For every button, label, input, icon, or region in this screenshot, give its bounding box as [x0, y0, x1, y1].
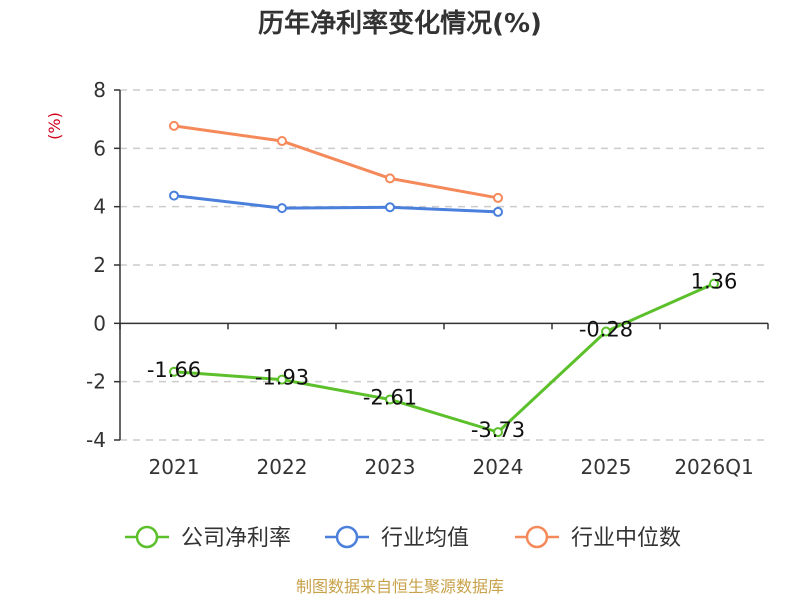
data-point[interactable]	[169, 366, 179, 377]
legend-marker	[135, 525, 159, 549]
chart-title: 历年净利率变化情况(%)	[258, 8, 542, 39]
data-point[interactable]	[493, 192, 503, 203]
data-label: 1.36	[691, 270, 738, 294]
x-tick-label: 2022	[257, 455, 308, 479]
y-tick-label: 8	[93, 78, 106, 102]
data-label: -1.93	[255, 366, 309, 390]
x-tick-label: 2025	[581, 455, 632, 479]
legend-label: 行业中位数	[571, 526, 681, 551]
x-tick-label: 2023	[365, 455, 416, 479]
legend[interactable]: 公司净利率 行业均值 行业中位数	[125, 525, 681, 551]
series-lines	[169, 120, 719, 438]
y-tick-label: 6	[93, 136, 106, 160]
data-point[interactable]	[277, 203, 287, 214]
series-line-2	[173, 124, 499, 200]
data-point[interactable]	[493, 206, 503, 217]
data-point[interactable]	[277, 374, 287, 385]
y-tick-label: 4	[93, 195, 106, 219]
data-label: -2.61	[363, 385, 417, 409]
data-point[interactable]	[169, 190, 179, 201]
y-tick-label: 2	[93, 253, 106, 277]
legend-item-1[interactable]: 行业均值	[325, 525, 469, 551]
data-point[interactable]	[709, 278, 719, 289]
data-point[interactable]	[277, 136, 287, 147]
legend-item-0[interactable]: 公司净利率	[125, 525, 291, 551]
axes: 8 6 4 2 0 -2 -4 2021 2022 2023 2024 2025 2026Q1	[86, 78, 769, 479]
series-line-1	[173, 194, 499, 214]
grid-lines	[120, 89, 768, 441]
data-source-note: 制图数据来自恒生聚源数据库	[296, 577, 504, 596]
y-axis-unit: (%)	[45, 112, 64, 140]
data-label: -3.73	[471, 418, 525, 442]
x-tick-label: 2026Q1	[674, 455, 753, 479]
data-labels: -1.66 -1.93 -2.61 -3.73 -0.28 1.36	[147, 270, 738, 442]
legend-marker	[525, 525, 549, 549]
data-point[interactable]	[601, 326, 611, 337]
data-point[interactable]	[385, 394, 395, 405]
legend-item-2[interactable]: 行业中位数	[515, 525, 681, 551]
x-tick-label: 2024	[473, 455, 524, 479]
series-line-0	[173, 282, 715, 434]
legend-label: 公司净利率	[181, 526, 291, 551]
data-point[interactable]	[169, 120, 179, 131]
data-point[interactable]	[385, 202, 395, 213]
data-label: -1.66	[147, 358, 201, 382]
data-label: -0.28	[579, 318, 633, 342]
legend-marker	[335, 525, 359, 549]
y-tick-label: -4	[86, 428, 106, 452]
legend-label: 行业均值	[381, 526, 469, 551]
y-tick-label: -2	[86, 370, 106, 394]
data-point[interactable]	[385, 173, 395, 184]
y-tick-label: 0	[93, 311, 106, 335]
data-point[interactable]	[493, 427, 503, 438]
x-tick-label: 2021	[149, 455, 200, 479]
